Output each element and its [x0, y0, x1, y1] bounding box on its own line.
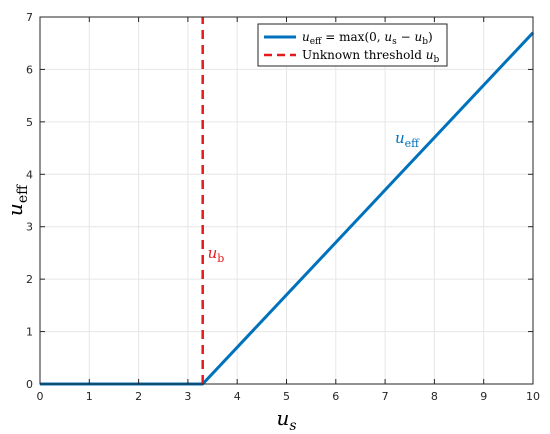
y-tick-label: 5 [26, 116, 33, 129]
x-tick-label: 9 [480, 390, 487, 403]
x-tick-label: 5 [283, 390, 290, 403]
y-tick-label: 1 [26, 326, 33, 339]
x-tick-label: 7 [382, 390, 389, 403]
x-tick-label: 10 [526, 390, 540, 403]
y-tick-label: 7 [26, 11, 33, 24]
annotations: ueff ub [208, 129, 421, 265]
y-tick-label: 0 [26, 378, 33, 391]
legend-box [257, 23, 448, 67]
x-tick-label: 2 [135, 390, 142, 403]
legend-entry-1: ueff = max(0, us − ub) [302, 30, 433, 47]
x-tick-label: 3 [184, 390, 191, 403]
tick-labels: 0 1 2 3 4 5 6 7 8 9 10 0 1 2 3 4 5 6 7 [26, 11, 540, 403]
axes-frame [39, 16, 534, 385]
legend-entry-2: Unknown threshold ub [302, 48, 439, 65]
x-tick-label: 1 [86, 390, 93, 403]
y-tick-label: 6 [26, 63, 33, 76]
annotation-label-2: ub [208, 244, 225, 265]
y-tick-label: 3 [26, 221, 33, 234]
x-tick-label: 4 [234, 390, 241, 403]
y-axis-title: ueff [3, 184, 31, 216]
x-axis-title: us [276, 406, 296, 434]
annotation-label-1: ueff [395, 129, 420, 150]
axis-titles: us ueff [3, 184, 297, 434]
grid [39, 16, 534, 385]
x-tick-label: 8 [431, 390, 438, 403]
x-tick-label: 6 [332, 390, 339, 403]
legend: ueff = max(0, us − ub)Unknown threshold … [257, 23, 448, 67]
y-tick-label: 2 [26, 273, 33, 286]
y-tick-label: 4 [26, 168, 33, 181]
x-tick-label: 0 [37, 390, 44, 403]
